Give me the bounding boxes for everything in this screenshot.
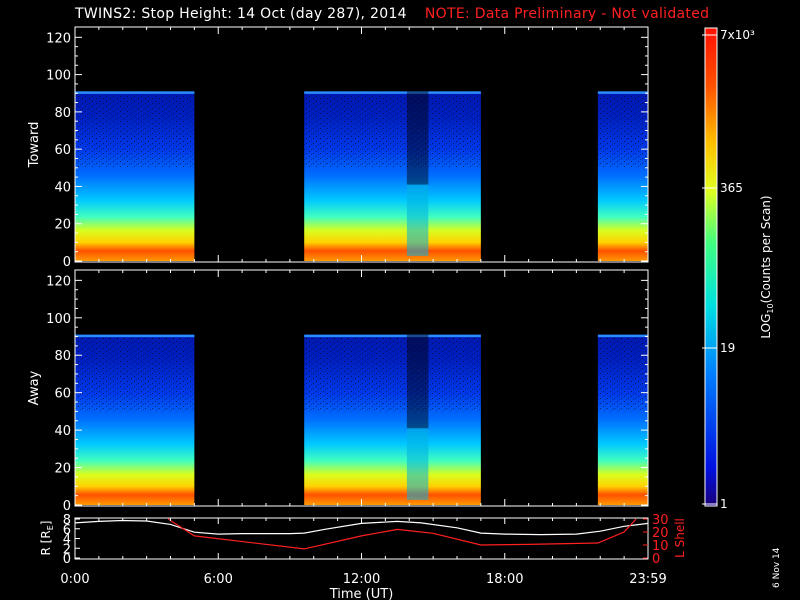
low-count-region	[406, 334, 429, 429]
stop-height-edge	[75, 334, 195, 338]
y-axis-label: Toward	[27, 122, 42, 169]
y-tick-label: 100	[46, 69, 71, 84]
y-tick-label: 80	[54, 106, 71, 121]
r-tick-label: 6	[63, 523, 71, 538]
low-count-region	[406, 428, 429, 500]
y-tick-label: 60	[54, 143, 71, 158]
page-title: TWINS2: Stop Height: 14 Oct (day 287), 2…	[75, 6, 709, 22]
stop-height-edge	[304, 334, 481, 338]
spectrogram-panel-away: 0 20 40 60 80 100 120 Away	[27, 269, 649, 514]
x-tick-label: 6:00	[204, 572, 233, 587]
lshell-tick-label: 0	[652, 552, 660, 567]
y-axis-label: Away	[27, 370, 42, 405]
stop-height-edge	[597, 334, 648, 338]
preliminary-note: NOTE: Data Preliminary - Not validated	[424, 6, 710, 22]
data-noise	[75, 334, 195, 412]
ephemeris-frame	[74, 517, 649, 560]
data-noise	[75, 91, 195, 168]
lshell-axis-label: L Shell	[673, 518, 687, 558]
lshell-tick-label: 20	[652, 526, 669, 541]
r-tick-label: 2	[63, 542, 71, 557]
y-tick-label: 60	[54, 387, 71, 402]
plot-title: TWINS2: Stop Height: 14 Oct (day 287), 2…	[75, 6, 407, 22]
y-tick-label: 100	[46, 312, 71, 327]
stop-height-edge	[75, 91, 195, 94]
colorbar-tick-label: 365	[720, 181, 743, 195]
y-tick-label: 80	[54, 349, 71, 364]
r-tick-label: 8	[63, 513, 71, 528]
colorbar-tick-label: 7x10³	[720, 28, 755, 42]
colorbar-tick-label: 19	[720, 341, 735, 355]
y-tick-label: 0	[63, 499, 71, 514]
y-tick-label: 40	[54, 180, 71, 195]
colorbar-tick-label: 1	[720, 497, 728, 511]
colorbar	[704, 27, 718, 507]
data-noise	[597, 334, 648, 412]
low-count-region	[406, 91, 429, 185]
stop-height-edge	[304, 91, 481, 94]
x-tick-label: 0:00	[60, 572, 89, 587]
date-stamp: 6 Nov 14	[772, 547, 782, 588]
colorbar-label: LOG10(Counts per Scan)	[759, 195, 775, 338]
lshell-series-line	[167, 518, 637, 550]
spectrogram-panel-toward: 0 20 40 60 80 100 120 Toward	[27, 26, 649, 270]
r-series-line	[74, 519, 649, 536]
y-tick-label: 40	[54, 424, 71, 439]
y-tick-label: 20	[54, 462, 71, 477]
x-tick-label: 18:00	[486, 572, 523, 587]
data-noise	[304, 91, 481, 168]
lshell-tick-label: 10	[652, 539, 669, 554]
x-tick-label: 12:00	[343, 572, 380, 587]
data-noise	[597, 91, 648, 168]
y-tick-label: 0	[63, 255, 71, 270]
lshell-tick-label: 30	[652, 513, 669, 528]
stop-height-edge	[597, 91, 648, 94]
r-tick-label: 4	[63, 533, 71, 548]
data-noise	[304, 334, 481, 412]
y-tick-label: 120	[46, 31, 71, 46]
y-tick-label: 120	[46, 274, 71, 289]
x-axis-label: Time (UT)	[329, 587, 394, 600]
x-tick-label: 23:59	[629, 572, 666, 587]
r-tick-label: 0	[63, 552, 71, 567]
y-tick-label: 20	[54, 218, 71, 233]
low-count-region	[406, 184, 429, 256]
r-axis-label: R [RE]	[39, 521, 55, 556]
